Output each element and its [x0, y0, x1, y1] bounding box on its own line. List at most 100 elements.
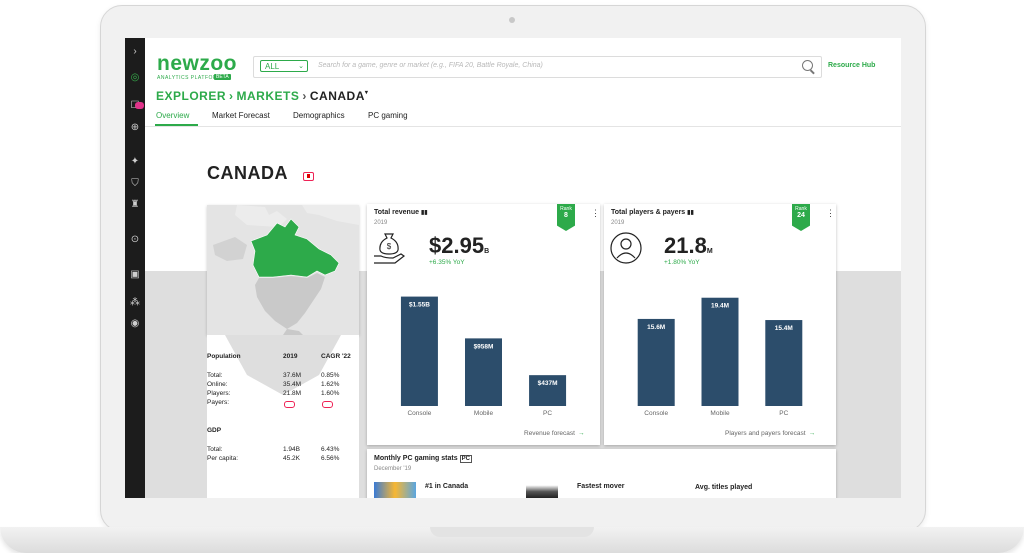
pc-stats-date: December '19 [374, 466, 412, 472]
laptop-notch [430, 527, 594, 537]
players-card-year: 2019 [611, 220, 625, 226]
revenue-category-label: PC [543, 410, 552, 417]
population-year-header: 2019 [283, 353, 298, 360]
map-illustration [213, 205, 359, 335]
video-icon[interactable]: ▣ [130, 269, 140, 280]
arrow-right-icon: → [577, 430, 585, 437]
search-input[interactable]: Search for a game, genre or market (e.g.… [318, 62, 543, 69]
players-bar-value-label: 15.6M [647, 324, 665, 331]
population-online-value: 35.4M [283, 381, 302, 388]
players-bar-value-label: 19.4M [711, 303, 729, 310]
settings-icon[interactable]: ◉ [130, 318, 140, 329]
money-hand-icon: $ [374, 233, 406, 264]
locked-value-pill[interactable] [284, 401, 295, 408]
bar-chart-icon: ▮▮ [687, 210, 694, 216]
active-tab-indicator [155, 124, 198, 126]
logo[interactable]: newzoo [157, 52, 237, 75]
caret-down-icon[interactable]: ▾ [364, 90, 369, 96]
search-icon[interactable] [802, 60, 813, 71]
search-scope-select[interactable]: ALL ⌄ [260, 60, 308, 72]
top-game-label: #1 in Canada [425, 483, 469, 490]
players-card-title: Total players & payers ▮▮ [611, 209, 694, 216]
players-forecast-link[interactable]: Players and payers forecast → [725, 430, 816, 437]
revenue-yoy: +6.35% YoY [429, 259, 465, 266]
revenue-card-title: Total revenue ▮▮ [374, 209, 428, 216]
players-bar-value-label: 15.4M [775, 325, 793, 332]
pc-icon: PC [459, 455, 472, 463]
population-cagr-header: CAGR '22 [321, 353, 351, 360]
players-bar-mobile[interactable] [701, 297, 739, 406]
breadcrumb-current[interactable]: CANADA [309, 89, 365, 103]
tab-market-forecast[interactable]: Market Forecast [212, 111, 270, 120]
gdp-total-label: Total: [207, 446, 223, 453]
players-rank-badge: Rank 24 [792, 204, 810, 231]
flag-icon [303, 172, 314, 181]
revenue-card: Total revenue ▮▮ 2019 Rank 8 ⋮ $ $2.95B … [367, 204, 600, 445]
compass-icon[interactable]: ⊕ [130, 122, 140, 133]
gdp-per-capita-cagr: 6.56% [321, 455, 340, 462]
pc-stats-title: Monthly PC gaming stats PC [374, 455, 472, 463]
revenue-bar-value-label: $958M [474, 343, 494, 350]
players-category-label: Mobile [710, 410, 730, 417]
population-online-label: Online: [207, 381, 228, 388]
tab-pc-gaming[interactable]: PC gaming [368, 111, 408, 120]
breadcrumb-markets[interactable]: MARKETS [236, 89, 300, 103]
revenue-bar-value-label: $1.55B [409, 302, 430, 309]
sidebar: › ◎ ☐ ⊕ ✦ ⛉ ♜ ⊙ ▣ ⁂ ◉ [125, 38, 145, 498]
gdp-per-capita-value: 45.2K [283, 455, 300, 462]
camera [509, 17, 515, 23]
tab-overview[interactable]: Overview [156, 111, 190, 120]
players-bar-console[interactable] [637, 318, 675, 406]
search-scope-value: ALL [265, 62, 280, 71]
explore-icon[interactable]: ◎ [130, 72, 140, 83]
target-icon[interactable]: ⊙ [130, 234, 140, 245]
gdp-total-cagr: 6.43% [321, 446, 340, 453]
svg-text:$: $ [387, 242, 392, 251]
population-total-label: Total: [207, 372, 223, 379]
screen: › ◎ ☐ ⊕ ✦ ⛉ ♜ ⊙ ▣ ⁂ ◉ newzoo ANALYTICS P… [125, 38, 901, 498]
tab-demographics[interactable]: Demographics [293, 111, 345, 120]
revenue-bar-console[interactable] [400, 296, 438, 406]
breadcrumb-separator: › [302, 89, 307, 103]
revenue-bar-pc[interactable] [529, 375, 567, 406]
locked-value-pill[interactable] [322, 401, 333, 408]
revenue-forecast-link[interactable]: Revenue forecast → [524, 430, 585, 437]
players-category-label: Console [644, 410, 668, 417]
gdp-total-value: 1.94B [283, 446, 300, 453]
revenue-bar-value-label: $437M [538, 380, 558, 387]
game-thumbnail[interactable] [374, 482, 416, 498]
page-title: CANADA [207, 163, 288, 183]
shield-icon[interactable]: ⛉ [131, 178, 139, 189]
network-icon[interactable]: ⁂ [130, 297, 140, 308]
population-online-cagr: 1.62% [321, 381, 340, 388]
gamepad-icon[interactable]: ✦ [130, 156, 140, 167]
population-total-cagr: 0.85% [321, 372, 340, 379]
search-bar: ALL ⌄ Search for a game, genre or market… [253, 56, 822, 78]
avg-titles-label: Avg. titles played [695, 484, 753, 491]
gdp-per-capita-label: Per capita: [207, 455, 239, 462]
players-bar-chart: 15.6M Console 19.4M Mobile 15.4M PC [637, 297, 803, 417]
revenue-bar-mobile[interactable] [465, 338, 502, 406]
players-bar-pc[interactable] [765, 320, 803, 406]
expand-chevron-icon[interactable]: › [133, 46, 137, 57]
trophy-icon[interactable]: ♜ [130, 199, 140, 210]
players-value: 21.8M [664, 233, 713, 258]
arrow-right-icon: → [808, 430, 816, 437]
breadcrumb-explorer[interactable]: EXPLORER [156, 89, 227, 103]
stats-background [207, 335, 359, 498]
population-players-label: Players: [207, 390, 231, 397]
resource-hub-link[interactable]: Resource Hub [828, 62, 876, 69]
revenue-rank-badge: Rank 8 [557, 204, 575, 231]
population-payers-label: Payers: [207, 399, 230, 406]
population-players-value: 21.8M [283, 390, 302, 397]
country-map[interactable] [207, 205, 359, 335]
more-menu-icon[interactable]: ⋮ [591, 208, 600, 218]
bar-chart-icon: ▮▮ [420, 210, 428, 216]
notification-badge [135, 102, 144, 109]
breadcrumb: EXPLORER › MARKETS › CANADA▾ [156, 89, 368, 103]
country-stats: Population 2019 CAGR '22 Total: 37.6M 0.… [207, 335, 359, 498]
more-menu-icon[interactable]: ⋮ [826, 208, 835, 218]
revenue-category-label: Mobile [474, 410, 494, 417]
game-thumbnail[interactable] [526, 482, 558, 498]
population-players-cagr: 1.60% [321, 390, 340, 397]
